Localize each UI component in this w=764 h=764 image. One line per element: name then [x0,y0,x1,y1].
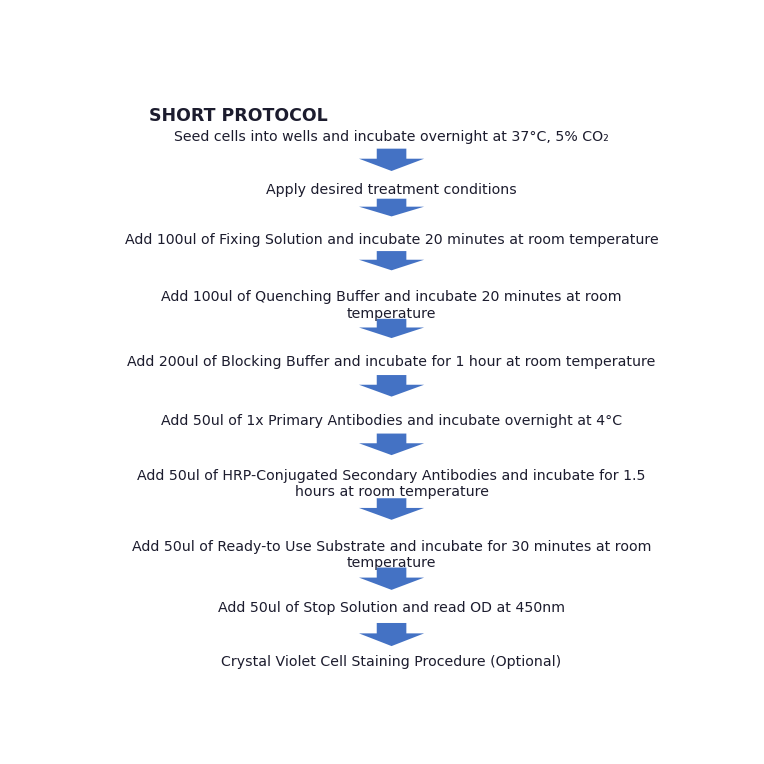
Polygon shape [359,319,424,338]
Text: SHORT PROTOCOL: SHORT PROTOCOL [149,107,328,125]
Text: Add 50ul of Ready-to Use Substrate and incubate for 30 minutes at room
temperatu: Add 50ul of Ready-to Use Substrate and i… [132,540,651,570]
Text: Add 100ul of Fixing Solution and incubate 20 minutes at room temperature: Add 100ul of Fixing Solution and incubat… [125,233,659,248]
Polygon shape [359,498,424,520]
Text: Crystal Violet Cell Staining Procedure (Optional): Crystal Violet Cell Staining Procedure (… [222,656,562,669]
Text: Add 50ul of HRP-Conjugated Secondary Antibodies and incubate for 1.5
hours at ro: Add 50ul of HRP-Conjugated Secondary Ant… [138,469,646,499]
Text: Add 200ul of Blocking Buffer and incubate for 1 hour at room temperature: Add 200ul of Blocking Buffer and incubat… [128,355,656,369]
Polygon shape [359,199,424,216]
Text: Apply des​ired treatment conditions: Apply des​ired treatment conditions [266,183,517,197]
Polygon shape [359,623,424,646]
Text: Add 100ul of Quenching Buffer and incubate 20 minutes at room
temperature: Add 100ul of Quenching Buffer and incuba… [161,290,622,321]
Polygon shape [359,433,424,455]
Polygon shape [359,568,424,590]
Polygon shape [359,251,424,270]
Text: Add 50ul of 1x Primary Antibodies and incubate overnight at 4°C: Add 50ul of 1x Primary Antibodies and in… [161,413,622,428]
Text: Add 50ul of Stop Solution and read OD at 450nm: Add 50ul of Stop Solution and read OD at… [218,601,565,616]
Polygon shape [359,149,424,171]
Text: Seed cells into wells and incubate overnight at 37°C, 5% CO₂: Seed cells into wells and incubate overn… [174,130,609,144]
Polygon shape [359,375,424,397]
